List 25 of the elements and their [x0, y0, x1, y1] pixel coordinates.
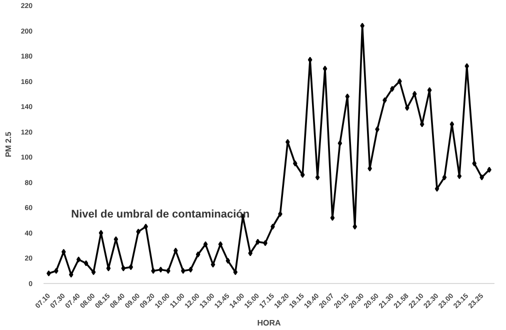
point — [180, 268, 186, 274]
point — [68, 272, 74, 278]
point — [210, 262, 216, 268]
point — [91, 269, 96, 276]
x-axis-title: HORA — [257, 318, 281, 328]
point — [442, 174, 447, 180]
point — [173, 248, 178, 254]
point — [226, 258, 230, 264]
point — [352, 224, 358, 230]
point — [84, 260, 88, 266]
point — [292, 160, 298, 166]
point — [404, 104, 410, 111]
point — [412, 90, 417, 97]
point — [218, 241, 223, 248]
point — [345, 93, 350, 100]
annotation: Nivel de umbral de contaminación — [71, 208, 250, 220]
point — [338, 140, 342, 146]
point — [196, 251, 200, 258]
point — [121, 265, 126, 272]
point — [76, 256, 81, 262]
point — [278, 211, 282, 217]
point — [203, 241, 208, 248]
point — [188, 266, 193, 273]
y-axis-title: PM 2.5 — [4, 131, 13, 158]
point — [128, 264, 134, 270]
